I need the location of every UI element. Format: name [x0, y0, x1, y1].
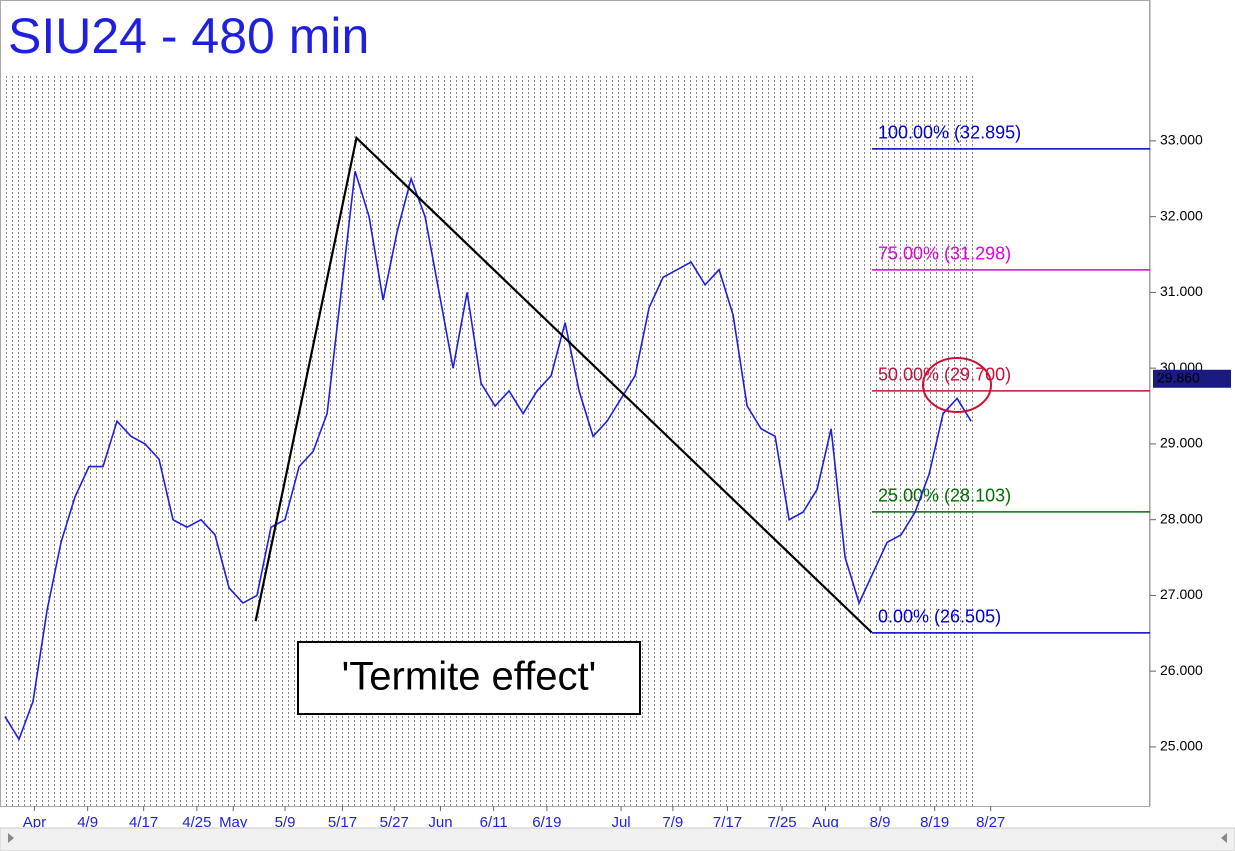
chart-title: SIU24 - 480 min	[8, 8, 369, 64]
y-tick-label: 31.000	[1160, 283, 1203, 299]
x-tick-label: 5/9	[275, 814, 296, 831]
x-tick-label: 4/17	[129, 814, 158, 831]
scrollbar[interactable]	[0, 827, 1235, 851]
x-tick-label: 5/17	[328, 814, 357, 831]
highlight-circle	[922, 357, 992, 413]
fib-label: 100.00% (32.895)	[878, 123, 1021, 143]
x-tick-label: May	[219, 814, 248, 831]
annotation-box	[297, 641, 641, 715]
x-tick-label: 4/9	[77, 814, 98, 831]
y-tick-label: 29.000	[1160, 435, 1203, 451]
scroll-right[interactable]	[1221, 833, 1227, 843]
x-tick-label: 7/17	[713, 814, 742, 831]
x-tick-label: 8/27	[976, 814, 1005, 831]
x-tick-label: 4/25	[182, 814, 211, 831]
x-tick-label: 6/11	[480, 814, 508, 831]
y-tick-label: 25.000	[1160, 738, 1203, 754]
x-tick-label: Jun	[428, 814, 452, 831]
x-tick-label: Aug	[812, 814, 839, 831]
last-price-label: 29.860	[1157, 369, 1200, 385]
y-tick-label: 26.000	[1160, 662, 1203, 678]
fib-label: 25.00% (28.103)	[878, 486, 1011, 506]
fib-label: 50.00% (29.700)	[878, 365, 1011, 385]
x-tick-label: 6/19	[532, 814, 561, 831]
annotation: 'Termite effect'	[342, 655, 597, 699]
trend-line	[254, 135, 873, 634]
price-line	[4, 170, 972, 742]
fib-label: 75.00% (31.298)	[878, 244, 1011, 264]
x-tick-label: 8/9	[870, 814, 891, 831]
last-price-box	[1153, 369, 1231, 388]
y-tick-label: 27.000	[1160, 586, 1203, 602]
x-tick-label: Apr	[23, 814, 46, 831]
fib-label: 0.00% (26.505)	[878, 607, 1001, 627]
x-tick-label: 8/19	[920, 814, 949, 831]
y-tick-label: 28.000	[1160, 510, 1203, 526]
x-tick-label: 7/25	[767, 814, 796, 831]
y-tick-label: 33.000	[1160, 132, 1203, 148]
x-tick-label: 7/9	[662, 814, 683, 831]
scroll-left[interactable]	[8, 833, 14, 843]
y-tick-label: 32.000	[1160, 207, 1203, 223]
x-tick-label: 5/27	[380, 814, 409, 831]
x-tick-label: Jul	[611, 814, 630, 831]
